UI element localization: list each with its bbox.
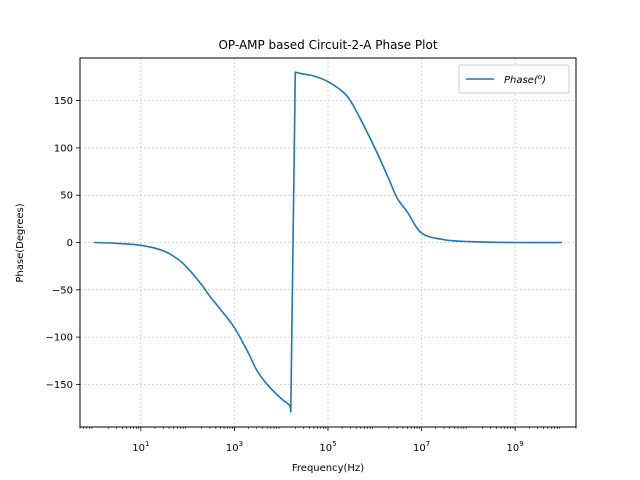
y-tick-label: 50 bbox=[60, 191, 73, 202]
y-tick-label: 100 bbox=[54, 143, 73, 154]
legend: Phase(o) bbox=[458, 64, 570, 94]
legend-entry-phase: Phase(o) bbox=[504, 73, 546, 86]
chart-title: OP-AMP based Circuit-2-A Phase Plot bbox=[218, 38, 437, 52]
y-tick-label: 0 bbox=[67, 238, 73, 249]
y-axis-label: Phase(Degrees) bbox=[15, 203, 26, 282]
x-axis: 101 103 105 107 109 bbox=[79, 427, 577, 454]
y-tick-label: −150 bbox=[46, 380, 73, 391]
legend-box bbox=[458, 64, 570, 94]
plot-area bbox=[94, 71, 562, 413]
y-tick-label: 150 bbox=[54, 96, 73, 107]
y-axis: −150 −100 −50 0 50 100 150 bbox=[46, 96, 80, 391]
series-line-phase bbox=[94, 71, 562, 413]
x-tick-label: 107 bbox=[413, 440, 430, 454]
x-tick-label: 103 bbox=[226, 440, 243, 454]
x-tick-label: 105 bbox=[319, 440, 336, 454]
x-tick-label: 101 bbox=[132, 440, 149, 454]
y-tick-label: −50 bbox=[52, 285, 73, 296]
y-tick-label: −100 bbox=[46, 333, 73, 344]
x-tick-label: 109 bbox=[507, 440, 524, 454]
x-axis-label: Frequency(Hz) bbox=[292, 463, 364, 474]
